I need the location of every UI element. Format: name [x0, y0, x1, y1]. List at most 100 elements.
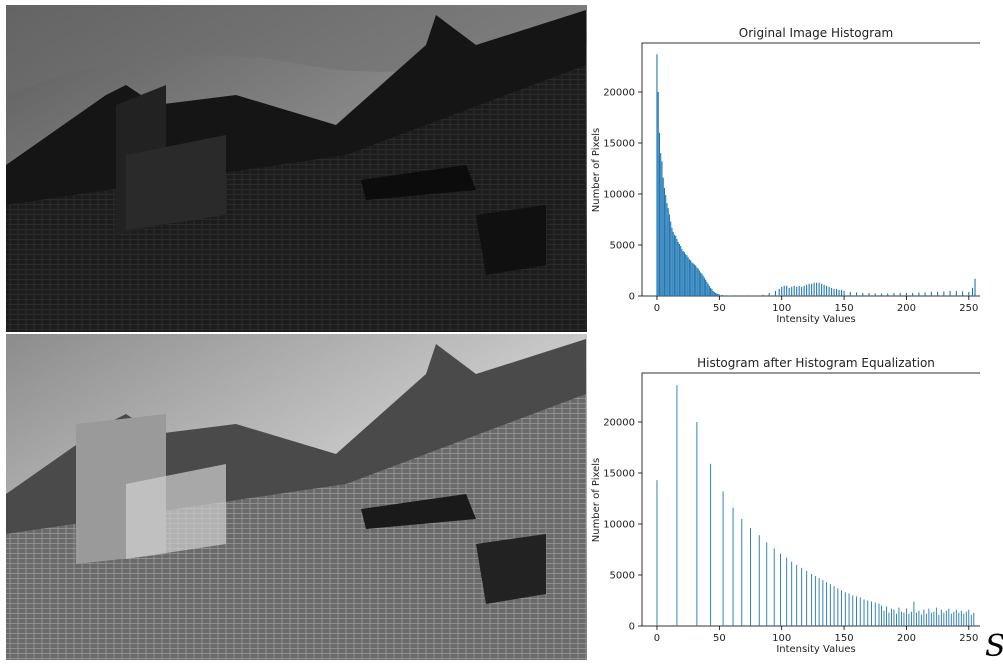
- histogram-bar: [704, 278, 705, 296]
- histogram-bar: [849, 593, 850, 626]
- histogram-bar: [719, 294, 720, 296]
- histogram-bar: [958, 613, 959, 626]
- plot-frame: [642, 43, 980, 296]
- histogram-bar: [678, 242, 679, 296]
- histogram-bar: [683, 251, 684, 296]
- histogram-bar: [918, 292, 919, 296]
- histogram-bar: [971, 615, 972, 626]
- histogram-bar: [691, 262, 692, 296]
- histogram-bar: [931, 292, 932, 296]
- histogram-bar: [852, 595, 853, 626]
- histogram-bar: [933, 612, 934, 626]
- histogram-bar: [911, 612, 912, 626]
- histogram-bar: [815, 576, 816, 626]
- histogram-bar: [850, 292, 851, 296]
- chart-title: Original Image Histogram: [739, 26, 893, 40]
- histogram-bar: [685, 254, 686, 296]
- histogram-bar: [943, 613, 944, 626]
- histogram-bar: [680, 246, 681, 296]
- histogram-bar: [659, 133, 660, 296]
- histogram-bar: [868, 293, 869, 296]
- histogram-bar: [656, 54, 657, 296]
- histogram-bar: [912, 293, 913, 296]
- y-tick-label: 15000: [603, 468, 635, 479]
- histogram-bar: [956, 291, 957, 296]
- histogram-bar: [836, 289, 837, 296]
- histogram-bar: [814, 283, 815, 296]
- histogram-bar: [676, 239, 677, 296]
- histogram-bar: [766, 542, 767, 626]
- histogram-bar: [690, 260, 691, 296]
- histogram-bar: [663, 178, 664, 296]
- histogram-bar: [686, 255, 687, 296]
- histogram-bar: [871, 602, 872, 626]
- histogram-bar: [956, 610, 957, 626]
- histogram-bar: [887, 293, 888, 296]
- histogram-bar: [714, 292, 715, 296]
- histogram-bar: [675, 236, 676, 296]
- histogram-bar: [789, 288, 790, 296]
- histogram-bar: [950, 291, 951, 296]
- histogram-bar: [923, 610, 924, 626]
- y-tick-label: 10000: [603, 519, 635, 530]
- histogram-bar: [951, 614, 952, 626]
- histogram-bar: [837, 588, 838, 626]
- histogram-bar: [716, 293, 717, 296]
- histogram-bar: [903, 613, 904, 626]
- x-tick-label: 150: [835, 633, 854, 644]
- histogram-bar: [894, 610, 895, 626]
- y-tick-label: 20000: [603, 417, 635, 428]
- histogram-bar: [794, 286, 795, 296]
- y-tick-label: 0: [629, 292, 635, 303]
- histogram-bar: [875, 603, 876, 626]
- histogram-bar: [881, 606, 882, 626]
- histogram-bar: [834, 586, 835, 626]
- histogram-bar: [862, 293, 863, 296]
- histogram-bar: [774, 548, 775, 626]
- histogram-bar: [841, 590, 842, 626]
- histogram-bar: [791, 287, 792, 296]
- histogram-bar: [966, 612, 967, 626]
- y-tick-label: 20000: [603, 87, 635, 98]
- x-tick-label: 50: [713, 303, 726, 314]
- histogram-bar: [953, 612, 954, 626]
- histogram-bar: [694, 264, 695, 296]
- bar-series: [656, 54, 975, 296]
- histogram-bar: [806, 285, 807, 296]
- histogram-bar: [779, 289, 780, 296]
- histogram-bar: [822, 580, 823, 626]
- y-tick-label: 5000: [610, 570, 635, 581]
- histogram-bar: [673, 232, 674, 296]
- histogram-bar: [918, 611, 919, 626]
- histogram-bar: [834, 289, 835, 296]
- x-axis-label: Intensity Values: [776, 314, 855, 325]
- histogram-bar: [711, 289, 712, 296]
- chart-title: Histogram after Histogram Equalization: [697, 356, 935, 370]
- histogram-bar: [824, 285, 825, 296]
- histogram-bar: [718, 294, 719, 296]
- histogram-bar: [786, 558, 787, 626]
- y-axis-label: Number of Pixels: [591, 458, 602, 543]
- histogram-bar: [879, 604, 880, 626]
- histogram-bar: [781, 287, 782, 296]
- histogram-bar: [973, 613, 974, 626]
- histogram-bar: [786, 286, 787, 296]
- x-axis-label: Intensity Values: [776, 644, 855, 655]
- x-tick-label: 150: [835, 303, 854, 314]
- histogram-bar: [841, 290, 842, 296]
- histogram-bar: [829, 287, 830, 296]
- x-tick-label: 100: [772, 303, 791, 314]
- histogram-bar: [676, 385, 677, 626]
- histogram-bar: [703, 276, 704, 296]
- x-tick-label: 0: [654, 303, 660, 314]
- histogram-bar: [696, 422, 697, 626]
- histogram-bar: [796, 565, 797, 626]
- histogram-bar: [938, 615, 939, 626]
- histogram-bar: [948, 609, 949, 626]
- plot-frame: [642, 373, 980, 626]
- histogram-bar: [759, 535, 760, 626]
